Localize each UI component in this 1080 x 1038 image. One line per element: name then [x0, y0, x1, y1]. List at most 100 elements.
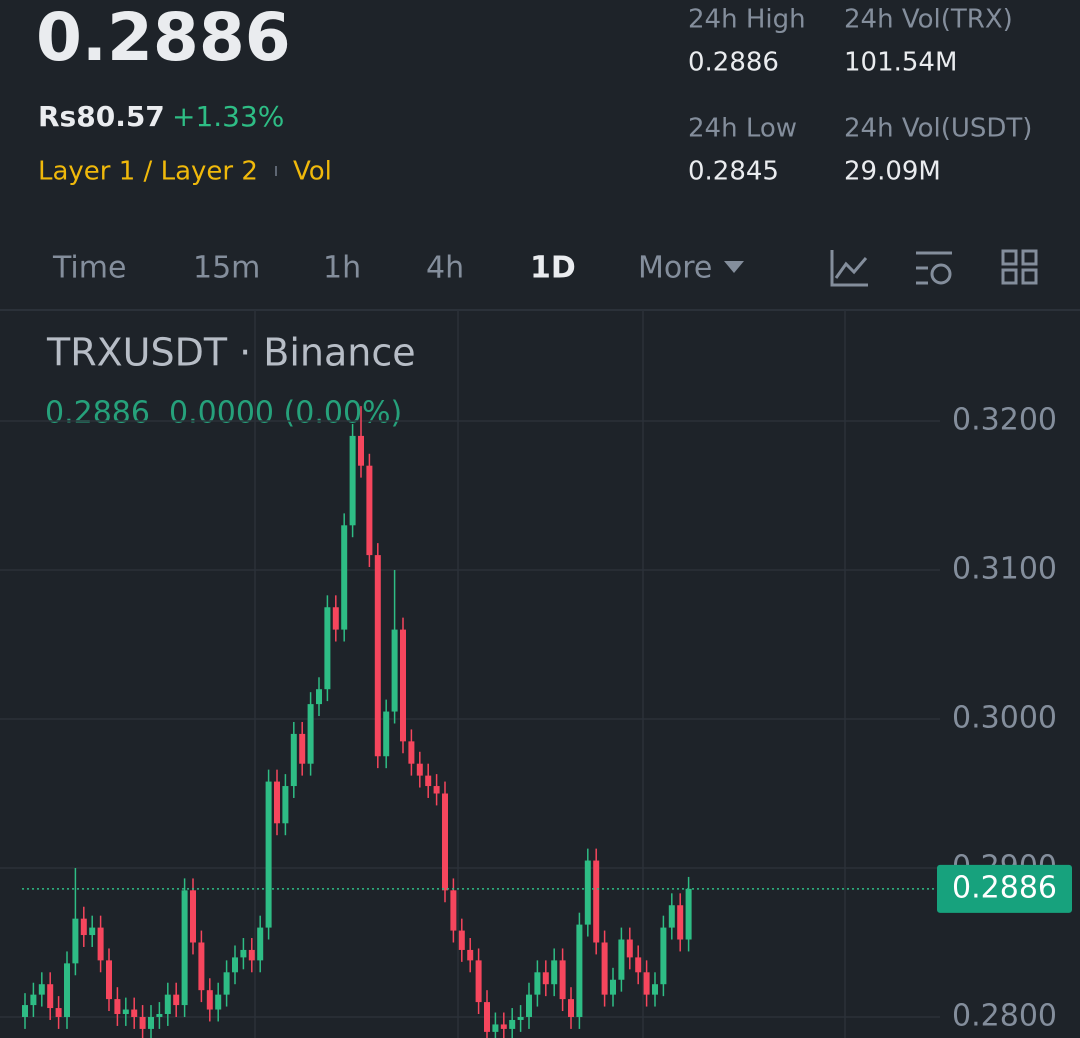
y-tick-label: 0.3100	[952, 552, 1057, 587]
candle-body	[425, 775, 432, 787]
tab[interactable]: 4h	[426, 251, 464, 286]
candle-body	[433, 786, 440, 794]
candle-body	[282, 786, 289, 824]
candle-body	[316, 689, 322, 705]
candle-body	[542, 972, 549, 985]
candle-body	[131, 1009, 138, 1017]
candle-body	[89, 927, 96, 936]
vertical-grid	[254, 310, 846, 1038]
candle-body	[509, 1019, 516, 1029]
candle-body	[551, 960, 558, 985]
change: +1.33%	[172, 100, 284, 133]
candle-body	[366, 465, 373, 556]
candle-body	[307, 704, 314, 764]
candle-body	[30, 994, 37, 1006]
candle-body	[114, 999, 121, 1015]
candle-body	[626, 939, 633, 958]
candle-body	[677, 905, 684, 940]
dropdown-arrow[interactable]	[724, 261, 744, 273]
fiat-price: Rs80.57	[38, 100, 165, 133]
tag[interactable]: Vol	[293, 157, 332, 187]
candle-body	[475, 960, 482, 1003]
indicator-icon[interactable]	[830, 250, 868, 287]
stat-label: 24h Low	[688, 114, 797, 144]
candle-body	[601, 942, 608, 995]
stat-label: 24h High	[688, 5, 806, 35]
candle-body	[265, 781, 272, 928]
candle-body	[358, 435, 364, 466]
candle-body	[500, 1024, 507, 1029]
candle-body	[618, 939, 625, 980]
candle-body	[139, 1016, 146, 1029]
candle-body	[72, 918, 79, 964]
y-tick-label: 0.3000	[952, 700, 1057, 735]
candle-body	[341, 525, 348, 630]
separator	[275, 166, 277, 176]
layout-icon[interactable]	[1001, 249, 1038, 285]
tab[interactable]: More	[638, 251, 712, 286]
candle-body	[181, 890, 188, 1006]
candle-body	[450, 890, 457, 931]
tab[interactable]: Time	[52, 251, 126, 286]
candle-body	[685, 888, 692, 940]
candle-body	[240, 949, 247, 958]
candle-body	[442, 793, 448, 891]
stat-value: 0.2845	[688, 157, 779, 187]
candle-body	[38, 984, 45, 995]
stat-label: 24h Vol(TRX)	[844, 5, 1013, 35]
candle-body	[47, 984, 54, 1009]
candle-body	[223, 972, 230, 995]
candle-body	[299, 733, 306, 764]
candle-body	[467, 949, 474, 961]
candle-body	[173, 994, 180, 1006]
stat-value: 0.2886	[688, 48, 779, 78]
candle-body	[232, 957, 238, 973]
y-tick-label: 0.2800	[952, 998, 1057, 1033]
candle-body	[652, 984, 658, 995]
candle-body	[593, 860, 600, 943]
candle-body	[148, 1016, 154, 1029]
candle-body	[206, 990, 213, 1010]
candle-body	[257, 927, 264, 961]
candle-body	[290, 733, 297, 787]
tab[interactable]: 1h	[323, 251, 361, 286]
candle-body	[374, 555, 381, 757]
tab-active[interactable]: 1D	[530, 251, 576, 286]
candle-body	[324, 607, 331, 690]
candle-body	[22, 1005, 28, 1017]
settings-icon[interactable]	[916, 251, 952, 285]
candle-body	[635, 957, 642, 973]
stat-value: 101.54M	[844, 48, 957, 78]
candle-body	[643, 972, 650, 995]
candle-body	[164, 994, 171, 1015]
candle-body	[660, 927, 667, 985]
last-price-tag	[937, 864, 1072, 913]
candle-body	[458, 930, 465, 950]
candle-body	[576, 924, 583, 1017]
stat-label: 24h Vol(USDT)	[844, 114, 1032, 144]
candle-body	[526, 994, 532, 1017]
candle-body	[584, 860, 591, 925]
candle-body	[274, 781, 280, 824]
candle-body	[190, 890, 196, 943]
candle-body	[122, 1009, 129, 1015]
tab[interactable]: 15m	[193, 251, 260, 286]
candle-body	[198, 942, 205, 991]
candle-body	[408, 741, 415, 764]
candle-body	[64, 963, 70, 1017]
candle-body	[534, 972, 541, 995]
candle-body	[55, 1008, 62, 1017]
tag[interactable]: Layer 1 / Layer 2	[38, 157, 258, 187]
candle-body	[383, 711, 390, 757]
candle-body	[106, 960, 112, 1000]
candle-body	[568, 999, 574, 1017]
candle-body	[248, 949, 255, 961]
candle-body	[156, 1014, 163, 1017]
price: 0.2886	[36, 0, 291, 76]
candle-body	[97, 927, 104, 961]
chart-title: TRXUSDT · Binance	[46, 331, 416, 375]
candle-body	[416, 763, 423, 776]
candle-body	[332, 607, 339, 630]
